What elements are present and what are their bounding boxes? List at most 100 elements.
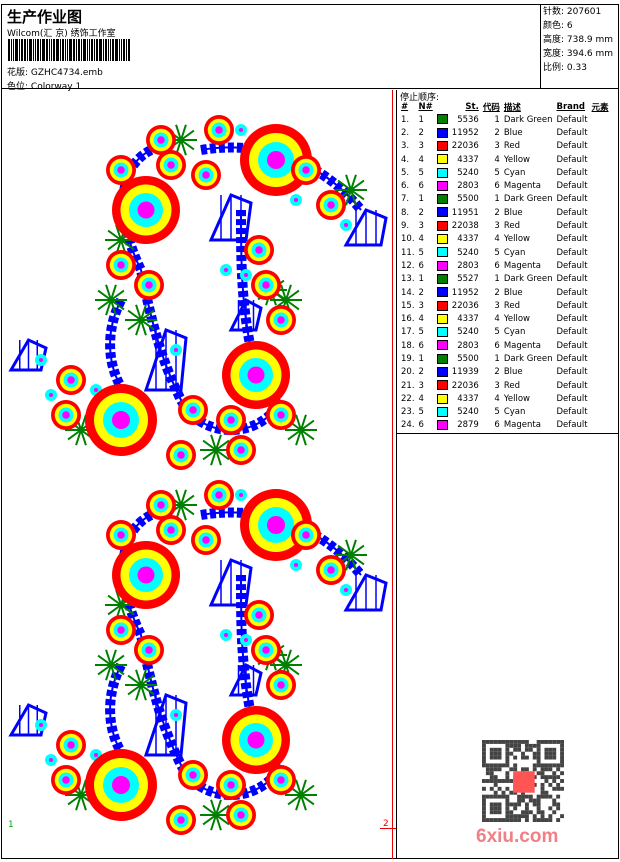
- leaf-frond: [105, 284, 112, 301]
- color-swatch: [436, 127, 448, 138]
- watermark: 6xiu.com: [476, 826, 559, 847]
- leaf-frond: [300, 429, 307, 446]
- leaf-frond: [105, 299, 112, 316]
- color-row: 8. 2 11951 2 Blue Default: [401, 207, 588, 218]
- leaf-frond: [285, 299, 300, 311]
- leaf-frond: [285, 289, 300, 301]
- leaf-frond: [210, 449, 217, 466]
- col-header: #: [401, 102, 409, 112]
- design-scale: 比例: 0.33: [543, 63, 587, 73]
- color-row: 5. 5 5240 5 Cyan Default: [401, 167, 588, 178]
- color-swatch: [436, 154, 448, 165]
- leaf-frond: [110, 284, 117, 301]
- leaf-frond: [120, 239, 135, 251]
- leaf-frond: [180, 129, 195, 141]
- leaf-frond: [285, 284, 292, 301]
- leaf-frond: [97, 289, 112, 301]
- leaf-frond: [110, 299, 117, 316]
- leaf-frond: [180, 139, 195, 151]
- header: 生产作业图 Wilcom(汇 京) 绣饰工作室 花版: GZHC4734.emb…: [1, 4, 619, 92]
- color-swatch: [436, 234, 448, 245]
- leaf-frond: [280, 284, 287, 301]
- color-row: 21. 3 22036 3 Red Default: [401, 380, 588, 391]
- color-swatch: [436, 300, 448, 311]
- leaf-frond: [135, 319, 142, 336]
- leaf-frond: [110, 299, 125, 311]
- leaf-frond: [75, 429, 82, 446]
- color-count: 颜色: 6: [543, 21, 573, 31]
- color-row: 13. 1 5527 1 Dark Green Default: [401, 273, 588, 285]
- leaf-frond: [202, 449, 217, 461]
- color-swatch: [436, 220, 448, 231]
- leaf-frond: [140, 319, 155, 331]
- color-swatch: [436, 260, 448, 271]
- lattice-leaf: [143, 328, 188, 392]
- color-swatch: [436, 393, 448, 404]
- color-row: 16. 4 4337 4 Yellow Default: [401, 313, 588, 325]
- file-name: 花版: GZHC4734.emb: [7, 68, 103, 78]
- leaf-frond: [202, 439, 217, 451]
- color-sequence-table: # N# St. 代码 描述 Brand 元素 1. 1 5536 1 Dark G…: [399, 101, 611, 432]
- color-row: 4. 4 4337 4 Yellow Default: [401, 154, 588, 165]
- leaf-frond: [127, 309, 142, 321]
- col-header: St.: [465, 102, 479, 112]
- color-swatch: [436, 406, 448, 417]
- leaf-frond: [140, 304, 147, 321]
- colorway: 色位: Colorway 1: [7, 82, 82, 92]
- embroidery-design-preview: [1, 90, 396, 859]
- color-row: 17. 5 5240 5 Cyan Default: [401, 327, 588, 338]
- leaf-frond: [215, 449, 230, 461]
- color-swatch: [436, 313, 448, 324]
- leaf-frond: [180, 124, 187, 141]
- leaf-frond: [215, 434, 222, 451]
- lattice-leaf: [8, 338, 48, 372]
- color-swatch: [436, 327, 448, 338]
- leaf-frond: [135, 304, 142, 321]
- leaf-frond: [345, 174, 352, 191]
- color-row: 6. 6 2803 6 Magenta Default: [401, 180, 588, 192]
- leaf-frond: [67, 429, 82, 441]
- leaf-frond: [345, 189, 352, 206]
- color-swatch: [436, 140, 448, 151]
- leaf-frond: [350, 189, 357, 206]
- color-row: 19. 1 5500 1 Dark Green Default: [401, 353, 588, 364]
- color-row: 24. 6 2879 6 Magenta Default: [401, 420, 588, 431]
- leaf-frond: [80, 429, 87, 446]
- qr-code: [482, 740, 564, 822]
- hoop-boundary-mark: [380, 828, 396, 829]
- lattice-line: [109, 146, 362, 431]
- leaf-frond: [350, 179, 365, 191]
- leaf-frond: [110, 289, 125, 301]
- col-header: 元素: [591, 103, 609, 113]
- color-row: 20. 2 11939 2 Blue Default: [401, 367, 588, 378]
- color-swatch: [436, 380, 448, 391]
- design-height: 高度: 738.9 mm: [543, 35, 614, 45]
- leaf-frond: [210, 434, 217, 451]
- color-row: 10. 4 4337 4 Yellow Default: [401, 234, 588, 245]
- leaf-frond: [215, 439, 230, 451]
- leaf-frond: [287, 429, 302, 441]
- color-row: 7. 1 5500 1 Dark Green Default: [401, 194, 588, 205]
- col-header: Brand: [556, 102, 586, 112]
- hoop-boundary-line: [392, 90, 393, 859]
- leaf-frond: [295, 414, 302, 431]
- color-row: 23. 5 5240 5 Cyan Default: [401, 406, 588, 418]
- color-swatch: [436, 167, 448, 178]
- color-swatch: [436, 287, 448, 298]
- leaf-frond: [300, 429, 315, 441]
- color-row: 14. 2 11952 2 Blue Default: [401, 287, 588, 298]
- color-swatch: [436, 114, 448, 125]
- leaf-frond: [350, 189, 365, 201]
- color-row: 11. 5 5240 5 Cyan Default: [401, 247, 588, 258]
- color-row: 2. 2 11952 2 Blue Default: [401, 127, 588, 138]
- color-row: 15. 3 22036 3 Red Default: [401, 300, 588, 311]
- leaf-frond: [350, 174, 357, 191]
- page-frame: [1, 4, 619, 859]
- color-swatch: [436, 353, 448, 364]
- color-swatch: [436, 367, 448, 378]
- col-header: N#: [418, 102, 433, 112]
- embroidery-motif-repeat: [11, 480, 386, 835]
- lattice-leaf: [228, 297, 263, 332]
- page-title: 生产作业图: [7, 8, 83, 26]
- qr-stamp: [513, 771, 535, 793]
